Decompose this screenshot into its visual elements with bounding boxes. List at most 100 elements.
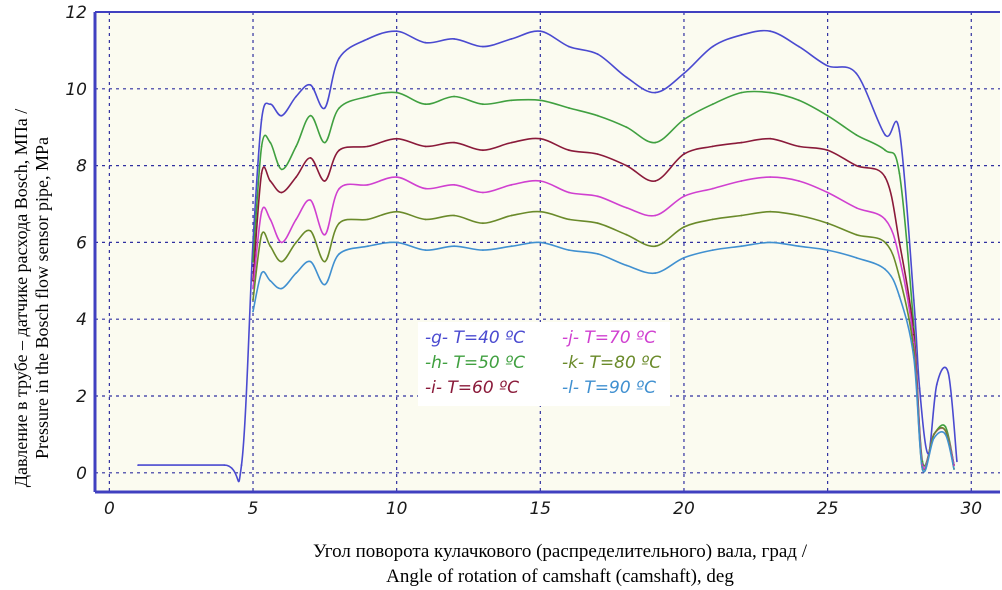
series-point-1-27 [898, 172, 901, 175]
series-point-5-30 [933, 437, 935, 440]
y-axis-label-line-1: Давление в трубе – датчике расхода Bosch… [11, 109, 31, 487]
series-point-0-35 [947, 372, 950, 374]
series-point-0-13 [424, 41, 427, 44]
series-point-2-25 [855, 164, 858, 167]
series-point-2-7 [338, 149, 341, 152]
series-point-5-17 [625, 264, 628, 267]
series-point-5-8 [367, 245, 369, 248]
series-point-3-24 [826, 191, 829, 194]
series-point-1-31 [944, 425, 947, 428]
x-tick-label-5: 25 [817, 499, 839, 519]
series-point-3-13 [510, 183, 513, 186]
series-point-2-11 [453, 141, 455, 144]
series-point-3-25 [855, 206, 858, 209]
series-point-2-16 [596, 153, 599, 156]
x-tick-label-4: 20 [673, 499, 695, 519]
series-point-3-4 [295, 218, 297, 221]
series-point-3-18 [654, 214, 657, 217]
series-point-2-14 [539, 137, 542, 140]
series-point-2-0 [252, 279, 254, 282]
series-point-4-28 [912, 349, 915, 351]
series-point-4-5 [309, 230, 312, 232]
series-point-5-15 [568, 249, 570, 252]
series-point-5-21 [740, 245, 743, 248]
series-point-5-19 [683, 256, 685, 259]
series-point-5-20 [711, 249, 714, 252]
series-point-0-10 [338, 57, 341, 59]
series-point-0-7 [295, 95, 297, 98]
series-point-3-32 [953, 464, 955, 466]
series-point-5-31 [944, 433, 947, 436]
series-point-4-13 [510, 214, 513, 217]
series-point-4-2 [269, 245, 272, 248]
series-point-0-21 [654, 91, 657, 94]
series-point-0-11 [367, 38, 369, 40]
series-point-1-23 [798, 99, 800, 102]
legend-entry-h: -h- T=50 ºC [425, 353, 525, 373]
series-point-0-0 [137, 464, 140, 466]
series-point-4-24 [826, 222, 829, 225]
series-point-3-7 [338, 187, 341, 190]
series-point-1-14 [539, 99, 542, 102]
series-point-1-0 [252, 260, 254, 263]
series-point-0-16 [510, 38, 513, 40]
series-point-3-8 [367, 183, 369, 186]
series-point-5-12 [482, 249, 484, 252]
series-point-2-12 [482, 149, 484, 152]
series-point-3-27 [898, 256, 901, 259]
series-point-0-26 [798, 45, 800, 48]
x-axis-label-line-2: Angle of rotation of camshaft (camshaft)… [386, 566, 734, 587]
series-point-3-6 [323, 233, 326, 236]
series-point-3-15 [568, 191, 570, 194]
series-point-2-2 [269, 180, 272, 182]
series-point-5-23 [798, 245, 800, 248]
series-point-5-0 [252, 310, 254, 313]
series-point-0-14 [453, 38, 455, 40]
series-point-4-1 [260, 233, 263, 236]
series-point-5-1 [260, 272, 263, 274]
series-point-5-6 [323, 283, 326, 286]
series-point-4-27 [898, 276, 901, 278]
series-point-0-9 [323, 107, 326, 109]
plot-background [95, 12, 1000, 492]
series-point-4-23 [798, 214, 800, 217]
legend-entry-g: -g- T=40 ºC [425, 328, 525, 348]
series-point-2-22 [769, 137, 772, 140]
series-point-2-23 [798, 145, 800, 148]
x-tick-label-2: 10 [386, 499, 408, 519]
series-point-2-10 [424, 145, 427, 148]
series-point-1-12 [482, 103, 484, 106]
series-point-0-12 [395, 30, 398, 33]
x-axis-label-line-1: Угол поворота кулачкового (распределител… [313, 541, 808, 562]
series-markers [137, 30, 958, 470]
series-point-1-29 [921, 460, 924, 463]
series-point-0-25 [769, 30, 772, 33]
series-point-4-4 [295, 241, 297, 244]
series-point-3-14 [539, 180, 542, 182]
series-point-4-10 [424, 218, 427, 221]
series-point-3-29 [921, 464, 924, 466]
y-axis-label-line-2: Pressure in the Bosch flow sensor pipe, … [32, 137, 52, 459]
y-tick-label-3: 6 [76, 233, 87, 253]
series-point-2-20 [711, 145, 714, 148]
series-point-3-22 [769, 176, 772, 179]
series-point-5-25 [855, 256, 858, 259]
y-tick-label-6: 12 [65, 3, 87, 23]
series-point-0-15 [482, 45, 484, 48]
series-point-5-5 [309, 260, 312, 263]
series-point-1-8 [367, 95, 369, 98]
legend: -g- T=40 ºC -h- T=50 ºC -i- T=60 ºC -j- T=7… [418, 322, 670, 406]
series-point-2-3 [280, 191, 283, 194]
series-point-3-3 [280, 241, 283, 244]
series-point-5-13 [510, 245, 513, 248]
series-point-0-24 [740, 34, 743, 36]
series-point-4-25 [855, 233, 858, 236]
series-point-1-2 [269, 141, 272, 144]
series-point-1-26 [884, 149, 886, 152]
series-point-3-28 [912, 341, 915, 344]
series-point-5-28 [912, 356, 915, 359]
axes [93, 11, 1000, 494]
series-point-4-9 [395, 210, 398, 213]
series-point-0-2 [240, 464, 243, 466]
series-point-1-4 [295, 145, 297, 148]
